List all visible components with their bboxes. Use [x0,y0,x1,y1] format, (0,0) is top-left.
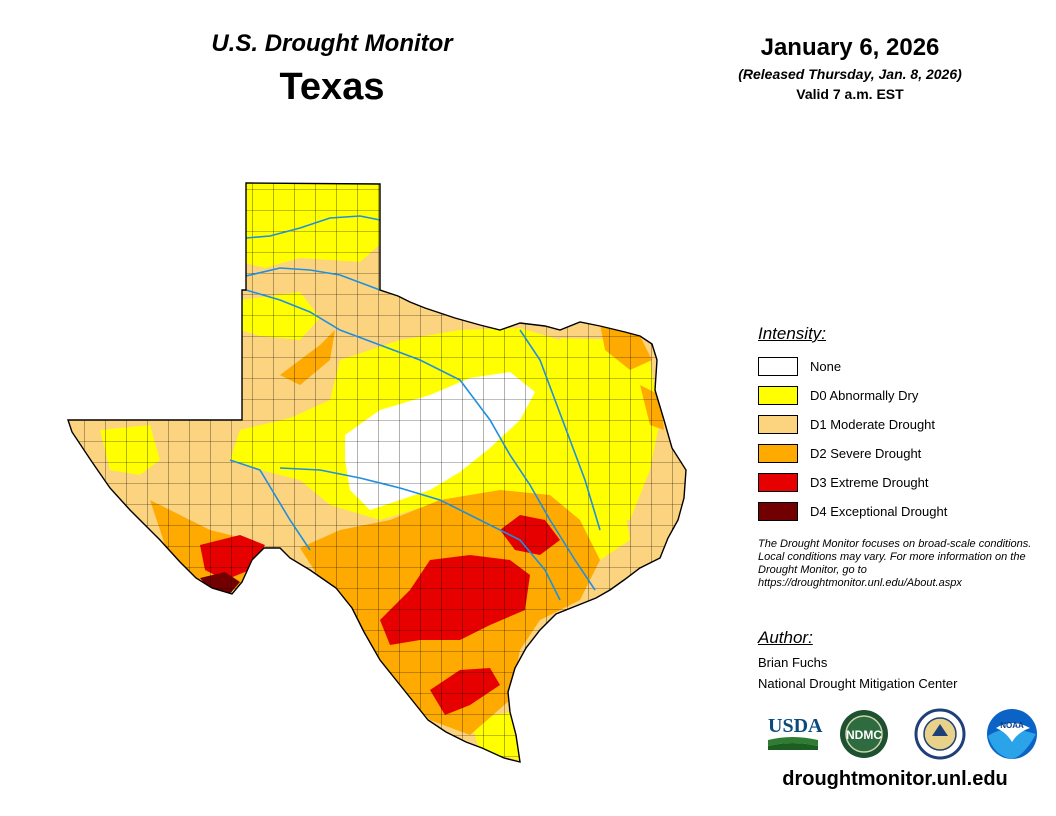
legend-label: D0 Abnormally Dry [810,388,919,403]
valid-time: Valid 7 a.m. EST [796,86,904,102]
legend-swatch [758,473,798,492]
author-name: Brian Fuchs [758,655,828,670]
legend-item-d4: D4 Exceptional Drought [758,497,1048,526]
trinity-river [519,329,601,531]
legend-item-d3: D3 Extreme Drought [758,468,1048,497]
site-url[interactable]: droughtmonitor.unl.edu [782,768,1008,790]
ndmc-logo: NDMC [840,710,888,758]
texas-outline [67,182,687,763]
legend-item-d0: D0 Abnormally Dry [758,381,1048,410]
colorado-river [279,467,561,601]
legend-label: None [810,359,842,374]
svg-text:NDMC: NDMC [846,728,882,742]
drought-areas [68,183,686,762]
rivers [229,215,601,601]
svg-text:USDA: USDA [768,715,823,737]
author-block: Author: Brian Fuchs National Drought Mit… [758,628,1048,694]
author-org: National Drought Mitigation Center [758,676,958,691]
canadian-river [245,215,381,239]
legend-title: Intensity: [758,324,827,343]
legend-item-none: None [758,352,1048,381]
texas-drought-map [67,182,687,763]
legend-label: D1 Moderate Drought [810,417,936,432]
date-block: January 6, 2026 (Released Thursday, Jan.… [700,34,1000,102]
county-lines [68,183,686,762]
brazos-river [245,289,596,591]
legend-item-d1: D1 Moderate Drought [758,410,1048,439]
map-date: January 6, 2026 [760,34,940,61]
legend: Intensity: None D0 Abnormally Dry D1 Mod… [758,324,1048,526]
legend-swatch [758,386,798,405]
noaa-logo: NOAA [987,709,1037,759]
agency-logos: USDA NDMC NOAA [768,708,1037,760]
legend-label: D3 Extreme Drought [810,475,929,490]
legend-label: D2 Severe Drought [810,446,922,461]
legend-swatch [758,502,798,521]
legend-item-d2: D2 Severe Drought [758,439,1048,468]
legend-swatch [758,444,798,463]
legend-swatch [758,415,798,434]
state-title: Texas [279,66,385,108]
rio-grande [229,459,311,551]
product-title: U.S. Drought Monitor [211,30,453,57]
svg-text:NOAA: NOAA [1000,721,1024,730]
usda-logo: USDA [768,715,823,750]
legend-swatch [758,357,798,376]
legend-label: D4 Exceptional Drought [810,504,948,519]
author-title: Author: [758,628,813,647]
red-river [245,267,381,291]
commerce-seal [914,708,966,760]
disclaimer: The Drought Monitor focuses on broad-sca… [758,538,1032,589]
release-date: (Released Thursday, Jan. 8, 2026) [738,66,962,82]
